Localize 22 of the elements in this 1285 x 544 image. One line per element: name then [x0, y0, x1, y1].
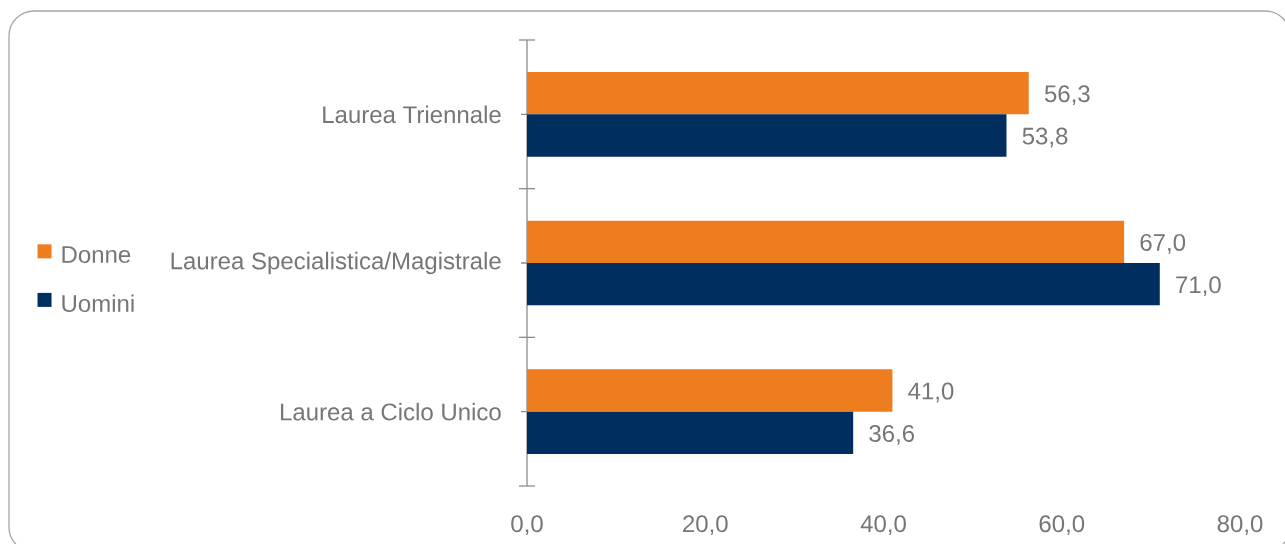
bar: [527, 263, 1160, 306]
legend-label: Donne: [62, 246, 131, 264]
bar: [527, 369, 893, 412]
bar: [527, 220, 1125, 263]
bar: [527, 114, 1007, 157]
data-label: 67,0: [1140, 233, 1186, 254]
data-label: 71,0: [1176, 276, 1221, 297]
y-tick-label: Laurea Triennale: [323, 105, 501, 124]
data-label: 41,0: [908, 382, 954, 403]
x-tick-label: 20,0: [683, 515, 728, 536]
legend-label: Uomini: [62, 294, 134, 313]
x-tick-label: 0,0: [511, 515, 543, 536]
x-tick-label: 60,0: [1039, 515, 1085, 536]
x-tick-label: 80,0: [1217, 515, 1263, 536]
data-label: 56,3: [1044, 85, 1090, 106]
y-tick-label: Laurea a Ciclo Unico: [280, 402, 501, 421]
bar: [527, 411, 854, 455]
x-tick-label: 40,0: [860, 515, 906, 536]
data-label: 36,6: [869, 424, 915, 445]
y-tick-label: Laurea Specialistica/Magistrale: [171, 251, 501, 275]
data-label: 53,8: [1022, 127, 1068, 148]
bar: [527, 71, 1029, 115]
